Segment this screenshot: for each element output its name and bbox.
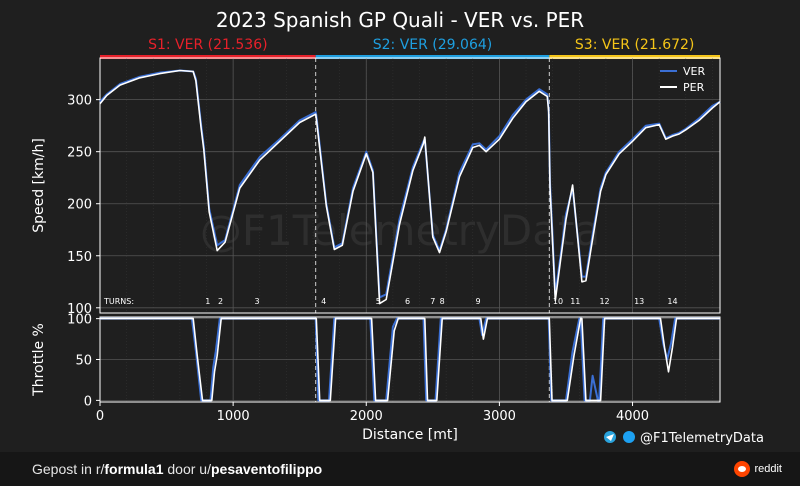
legend-label: VER: [683, 65, 705, 78]
turn-label: 12: [599, 297, 609, 306]
turns-label: TURNS:: [103, 297, 134, 306]
x-tick-label: 4000: [616, 409, 649, 424]
turn-label: 9: [476, 297, 481, 306]
plot-frame: [99, 57, 721, 314]
reddit-logo-icon: [734, 461, 751, 477]
footer-caption: Gepost in r/formula1 door u/pesaventofil…: [32, 461, 323, 477]
turn-label: 11: [570, 297, 580, 306]
x-tick-label: 0: [96, 409, 104, 424]
y-tick-label: 150: [67, 250, 92, 265]
subreddit-link[interactable]: formula1: [104, 461, 164, 477]
sector-bar: [549, 55, 720, 59]
throttle-panel: 0 50 100 Throttle %: [31, 313, 721, 409]
speed-panel: 100 150 200 250 300 Speed [km/h]: [31, 57, 721, 317]
turn-label: 1: [205, 297, 210, 306]
reddit-badge[interactable]: reddit: [734, 460, 782, 478]
credit-handle: @F1TelemetryData: [640, 431, 764, 446]
twitter-icon: [623, 431, 635, 443]
y-tick-label: 100: [67, 302, 92, 317]
turn-label: 7: [430, 297, 435, 306]
y-tick-label: 200: [67, 198, 92, 213]
y-tick-label: 300: [67, 94, 92, 109]
turn-label: 3: [255, 297, 260, 306]
x-tick-label: 2000: [350, 409, 383, 424]
telegram-plane-icon: [606, 434, 614, 441]
turn-label: 14: [667, 297, 677, 306]
sector-label: S1: VER (21.536): [148, 37, 267, 53]
turn-label: 2: [218, 297, 223, 306]
x-axis-label: Distance [mt]: [362, 427, 458, 443]
x-tick-label: 1000: [217, 409, 250, 424]
series-line-per: [100, 317, 720, 402]
turn-label: 4: [321, 297, 326, 306]
user-link[interactable]: pesaventofilippo: [210, 461, 323, 477]
y-tick-label: 250: [67, 146, 92, 161]
footer: Gepost in r/formula1 door u/pesaventofil…: [0, 452, 800, 486]
sector-bar: [315, 55, 550, 59]
x-tick-label: 3000: [483, 409, 516, 424]
legend: VER PER: [660, 65, 705, 94]
y-tick-label: 100: [67, 313, 92, 328]
y-tick-label: 50: [75, 354, 92, 369]
chart-title: 2023 Spanish GP Quali - VER vs. PER: [216, 8, 584, 32]
throttle-axis-label: Throttle %: [31, 323, 47, 397]
series-line-per: [99, 69, 721, 305]
sector-label: S3: VER (21.672): [575, 37, 694, 53]
legend-label: PER: [683, 81, 705, 94]
turn-label: 5: [376, 297, 381, 306]
turn-label: 13: [634, 297, 644, 306]
y-tick-label: 0: [84, 394, 92, 409]
plot-frame: [99, 316, 721, 403]
telemetry-chart: 2023 Spanish GP Quali - VER vs. PER S1: …: [31, 8, 764, 446]
turn-label: 10: [553, 297, 563, 306]
turn-label: 6: [405, 297, 410, 306]
speed-axis-label: Speed [km/h]: [31, 138, 47, 233]
turn-label: 8: [440, 297, 445, 306]
sector-bar: [100, 55, 316, 59]
sector-label: S2: VER (29.064): [373, 37, 492, 53]
